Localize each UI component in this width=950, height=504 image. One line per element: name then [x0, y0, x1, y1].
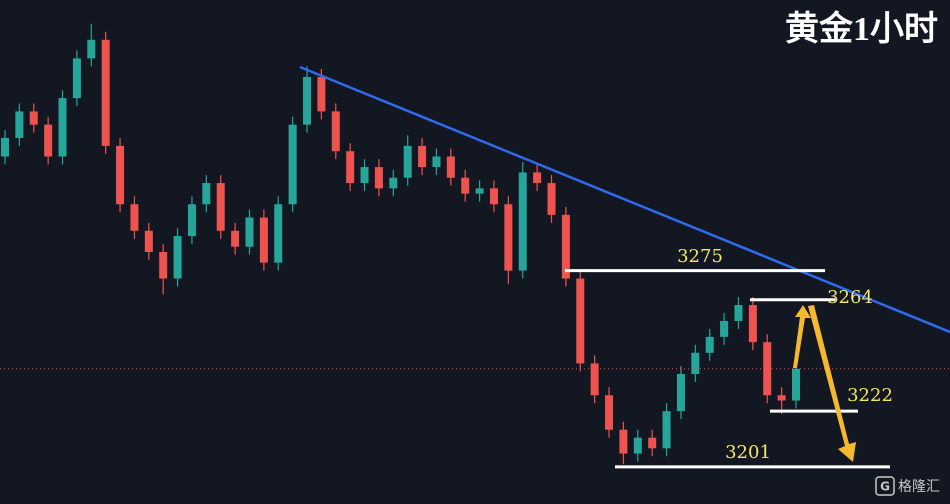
- candle-body: [317, 76, 326, 112]
- candle-body: [446, 156, 455, 178]
- candle-body: [202, 183, 211, 205]
- candle-body: [576, 278, 585, 364]
- candle-body: [403, 145, 412, 178]
- candle-body: [734, 305, 743, 321]
- candle-body: [101, 39, 110, 146]
- candle-body: [432, 156, 441, 168]
- candle-body: [87, 39, 96, 59]
- candle-body: [676, 374, 685, 412]
- candle-body: [547, 183, 556, 215]
- watermark-logo: [875, 476, 895, 496]
- candle-body: [216, 183, 225, 231]
- candle-body: [303, 76, 312, 125]
- candle-body: [245, 217, 254, 247]
- candle-body: [116, 145, 125, 205]
- level-label: 3264: [827, 287, 873, 308]
- candle-body: [144, 230, 153, 252]
- candle-body: [187, 204, 196, 237]
- candle-body: [15, 111, 24, 138]
- candle-body: [720, 320, 729, 337]
- candle-body: [605, 395, 614, 430]
- candle-body: [648, 437, 657, 449]
- candle-body: [130, 204, 139, 231]
- candle-body: [288, 124, 297, 205]
- candle-body: [590, 363, 599, 396]
- candle-body: [705, 336, 714, 353]
- candle-body: [389, 177, 398, 189]
- candle-body: [1, 137, 9, 157]
- level-label: 3275: [677, 246, 723, 267]
- candle-body: [374, 167, 383, 189]
- candle-body: [360, 167, 369, 184]
- candle-body: [259, 217, 268, 263]
- candle-body: [763, 342, 772, 396]
- candle-body: [662, 411, 671, 449]
- candle-body: [748, 305, 757, 343]
- arrow-up: [793, 305, 811, 368]
- watermark-text: 格隆汇: [898, 479, 940, 495]
- candle-body: [533, 172, 542, 184]
- candle-body: [475, 188, 484, 194]
- candle-body: [691, 352, 700, 375]
- level-label: 3201: [725, 442, 771, 463]
- level-label: 3222: [847, 385, 893, 406]
- candle-body: [346, 151, 355, 184]
- candle-body: [58, 98, 67, 157]
- candle-body: [619, 429, 628, 454]
- candle-body: [173, 236, 182, 279]
- watermark-logo-letter: G: [880, 480, 890, 494]
- candle-body: [504, 204, 513, 271]
- candle-body: [518, 172, 527, 271]
- candle-body: [331, 111, 340, 152]
- chart-title: 黄金1小时: [785, 9, 938, 48]
- candle-body: [72, 58, 81, 99]
- candle-body: [792, 368, 800, 401]
- candles: [1, 23, 800, 465]
- candle-body: [159, 252, 168, 279]
- candle-body: [777, 395, 786, 401]
- arrow-down: [808, 305, 856, 462]
- candle-body: [44, 124, 53, 157]
- candle-body: [633, 437, 642, 454]
- trend-line: [299, 65, 950, 334]
- candle-body: [231, 230, 240, 247]
- candle-body: [29, 111, 38, 125]
- candle-body: [561, 214, 570, 279]
- candle-body: [489, 188, 498, 205]
- candle-body: [461, 177, 470, 194]
- watermark: G 格隆汇: [875, 476, 940, 496]
- candle-body: [418, 145, 427, 168]
- candle-body: [274, 204, 283, 263]
